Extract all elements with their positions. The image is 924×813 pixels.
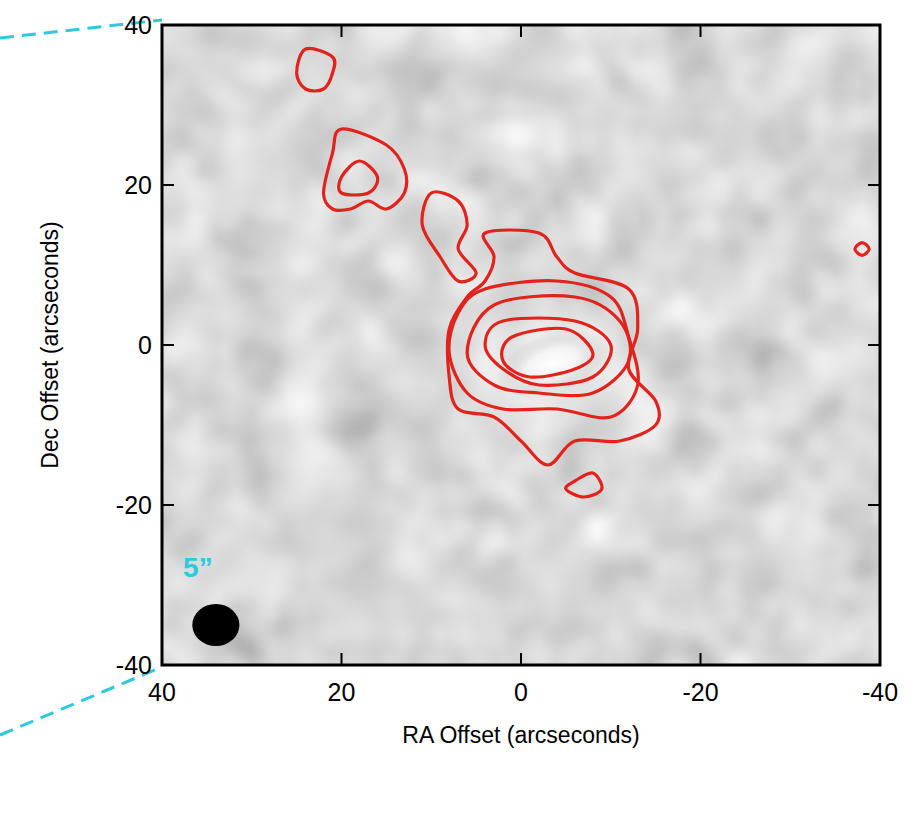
y-tick-label: -40 [116, 651, 152, 679]
background [162, 25, 880, 665]
x-tick [161, 25, 163, 37]
x-axis-title: RA Offset (arcseconds) [402, 722, 639, 748]
contour [447, 230, 659, 465]
x-tick [700, 653, 702, 665]
contour [502, 328, 593, 377]
y-tick [162, 184, 174, 186]
contour [566, 473, 602, 497]
y-tick-label: 20 [124, 171, 152, 199]
x-tick [520, 25, 522, 37]
x-tick [879, 25, 881, 37]
chart: 40 20 0 -20 -40 -40 -20 0 20 40 RA Offset (arcseco… [0, 0, 924, 813]
contour [485, 318, 611, 385]
source-halo [409, 267, 696, 459]
y-tick [868, 24, 880, 26]
y-tick [868, 344, 880, 346]
y-tick-label: 40 [124, 11, 152, 39]
contour [422, 192, 476, 282]
x-tick-label: 40 [148, 678, 176, 706]
y-tick-label: 0 [138, 331, 152, 359]
y-tick-label: -20 [116, 491, 152, 519]
contour [324, 129, 407, 211]
x-tick [700, 25, 702, 37]
x-tick [520, 653, 522, 665]
x-tick [161, 653, 163, 665]
x-tick [341, 25, 343, 37]
contour [339, 161, 378, 195]
y-axis-title: Dec Offset (arcseconds) [37, 221, 63, 469]
y-tick [162, 344, 174, 346]
y-tick [868, 504, 880, 506]
x-tick-label: -40 [862, 678, 898, 706]
y-tick [162, 504, 174, 506]
x-tick [341, 653, 343, 665]
y-tick [162, 24, 174, 26]
plot-area [162, 25, 880, 665]
contour [467, 296, 630, 396]
y-tick [162, 664, 174, 666]
x-tick-label: -20 [682, 678, 718, 706]
beam [192, 604, 239, 646]
contour [449, 281, 638, 418]
annotation: 5” [183, 552, 213, 583]
x-tick [879, 653, 881, 665]
y-tick [868, 184, 880, 186]
frame [162, 25, 880, 665]
noise-image [162, 25, 880, 665]
contour [297, 48, 335, 91]
y-tick [868, 664, 880, 666]
contour [855, 243, 869, 256]
x-tick-label: 0 [514, 678, 528, 706]
x-tick-label: 20 [328, 678, 356, 706]
